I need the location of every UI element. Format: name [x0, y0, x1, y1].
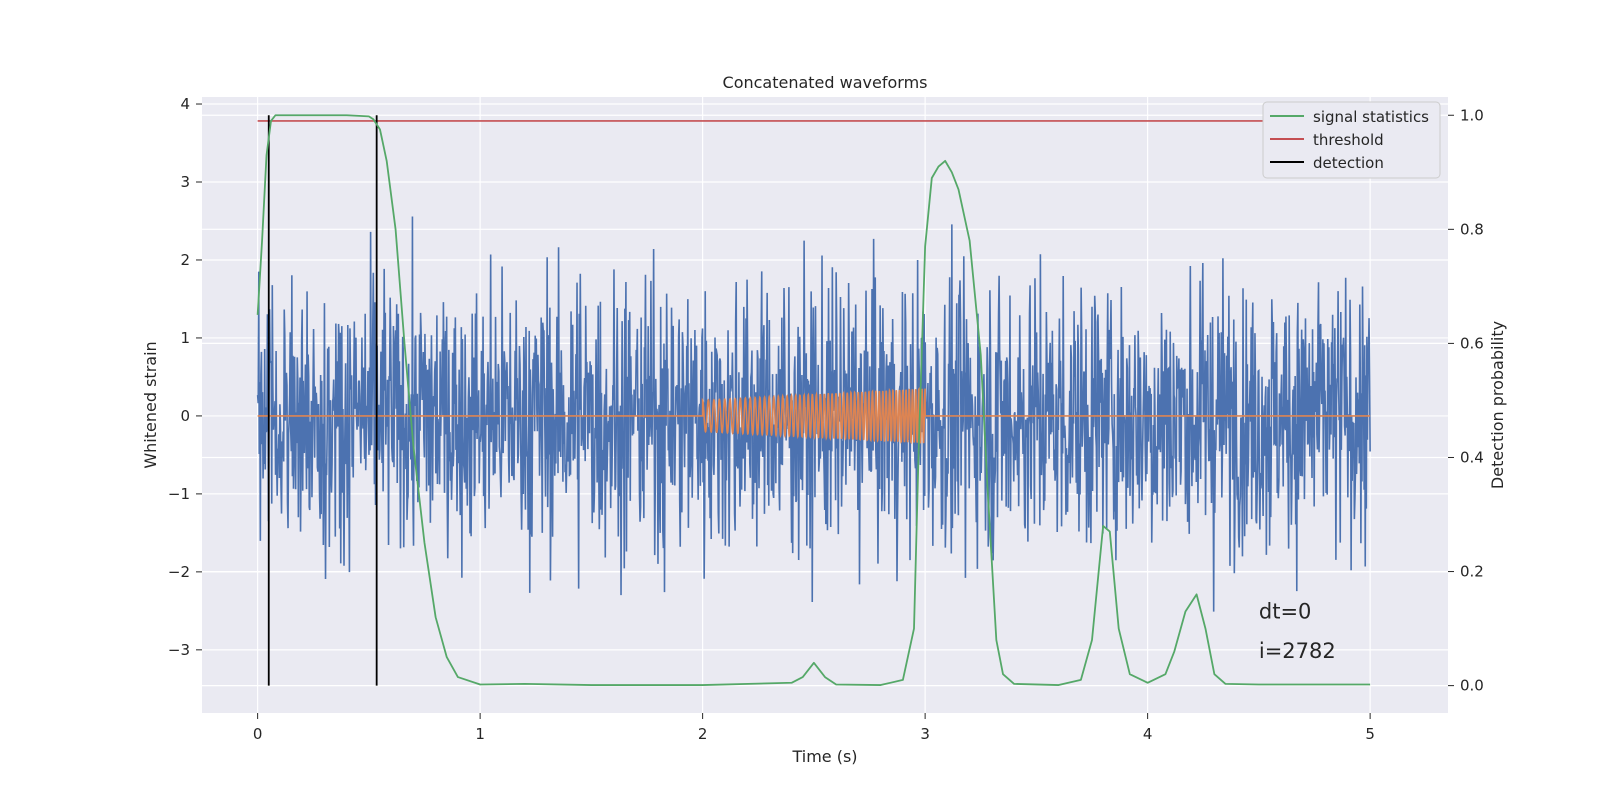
- legend-label-threshold: threshold: [1313, 131, 1384, 149]
- x-tick-label: 3: [920, 725, 930, 743]
- y-left-tick-label: 3: [180, 173, 190, 191]
- y-right-tick-label: 0.6: [1460, 334, 1484, 352]
- legend: signal statistics threshold detection: [1262, 101, 1441, 179]
- y-left-tick-label: −3: [168, 641, 190, 659]
- y-left-tick-label: 4: [180, 95, 190, 113]
- x-axis-label: Time (s): [791, 747, 857, 766]
- annotation-dt: dt=0: [1259, 600, 1312, 624]
- strain-line: [256, 216, 1371, 612]
- y-left-tick-label: 0: [180, 407, 190, 425]
- y-left-tick-label: 1: [180, 329, 190, 347]
- y-left-tick-label: 2: [180, 251, 190, 269]
- annotation: dt=0 i=2782: [1259, 600, 1336, 663]
- signal-statistics-line: [256, 114, 1371, 686]
- y-axis-label-right: Detection probability: [1488, 321, 1507, 489]
- x-tick-label: 2: [698, 725, 708, 743]
- legend-label-detection: detection: [1313, 154, 1384, 172]
- y-right-tick-label: 1.0: [1460, 106, 1484, 124]
- injection-series: [257, 386, 1371, 445]
- y-left-tick-label: −2: [168, 563, 190, 581]
- axis-ticks: 0 1 2 3 4 5 −3 −2 −1 0 1 2 3 4 0.0 0.2 0.4 0.6 0.8 1.0: [168, 95, 1484, 743]
- x-tick-label: 1: [475, 725, 485, 743]
- y-right-tick-label: 0.4: [1460, 448, 1484, 466]
- x-tick-label: 0: [253, 725, 263, 743]
- chart-title: Concatenated waveforms: [723, 73, 928, 92]
- legend-label-signal-statistics: signal statistics: [1313, 108, 1429, 126]
- y-left-tick-label: −1: [168, 485, 190, 503]
- probability-series: [256, 114, 1371, 686]
- y-right-tick-label: 0.8: [1460, 220, 1484, 238]
- y-right-tick-label: 0.0: [1460, 677, 1484, 695]
- y-right-tick-label: 0.2: [1460, 563, 1484, 581]
- injection-line: [257, 386, 1371, 445]
- x-tick-label: 5: [1365, 725, 1375, 743]
- annotation-index: i=2782: [1259, 639, 1336, 663]
- strain-series: [256, 216, 1371, 612]
- x-tick-label: 4: [1143, 725, 1153, 743]
- legend-box: [1262, 101, 1441, 179]
- y-axis-label-left: Whitened strain: [141, 341, 160, 468]
